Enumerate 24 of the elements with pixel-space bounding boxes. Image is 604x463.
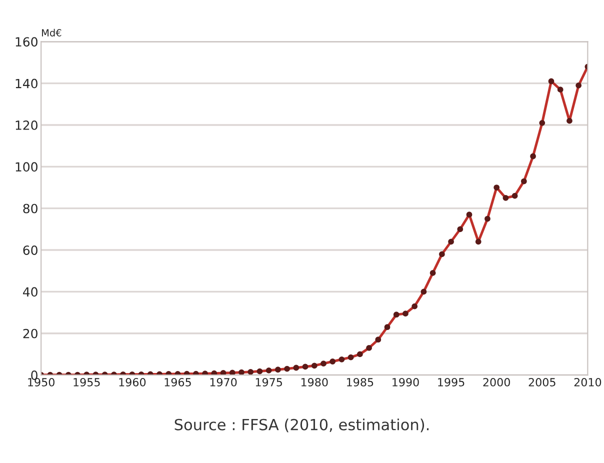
y-tick-label: 40	[23, 287, 38, 297]
x-tick-label: 2005	[528, 378, 556, 386]
x-tick-label: 1950	[28, 378, 54, 386]
y-tick-label: 0	[31, 370, 38, 380]
x-tick-label: 1955	[74, 378, 100, 386]
x-tick-label: 1980	[301, 378, 328, 386]
y-tick-label: 20	[23, 328, 38, 338]
x-tick-label: 1970	[210, 378, 237, 386]
x-tick-label: 2000	[483, 378, 510, 386]
y-tick-label: 160	[16, 37, 38, 47]
x-tick-label: 1990	[392, 378, 419, 386]
x-tick-label: 1965	[164, 378, 191, 386]
y-tick-label: 100	[16, 162, 38, 172]
y-tick-label: 120	[16, 120, 38, 130]
x-tick-label: 1975	[256, 378, 282, 386]
y-tick-label: 80	[23, 204, 38, 214]
x-tick-label: 1960	[119, 378, 146, 386]
x-tick-label: 1995	[438, 378, 464, 386]
source-note: Source : FFSA (2010, estimation).	[174, 418, 429, 432]
y-axis-title: Md€	[42, 28, 62, 36]
y-tick-label: 140	[16, 78, 38, 88]
x-tick-label: 2010	[574, 378, 602, 386]
y-tick-label: 60	[23, 245, 38, 255]
x-tick-label: 1985	[347, 378, 374, 386]
